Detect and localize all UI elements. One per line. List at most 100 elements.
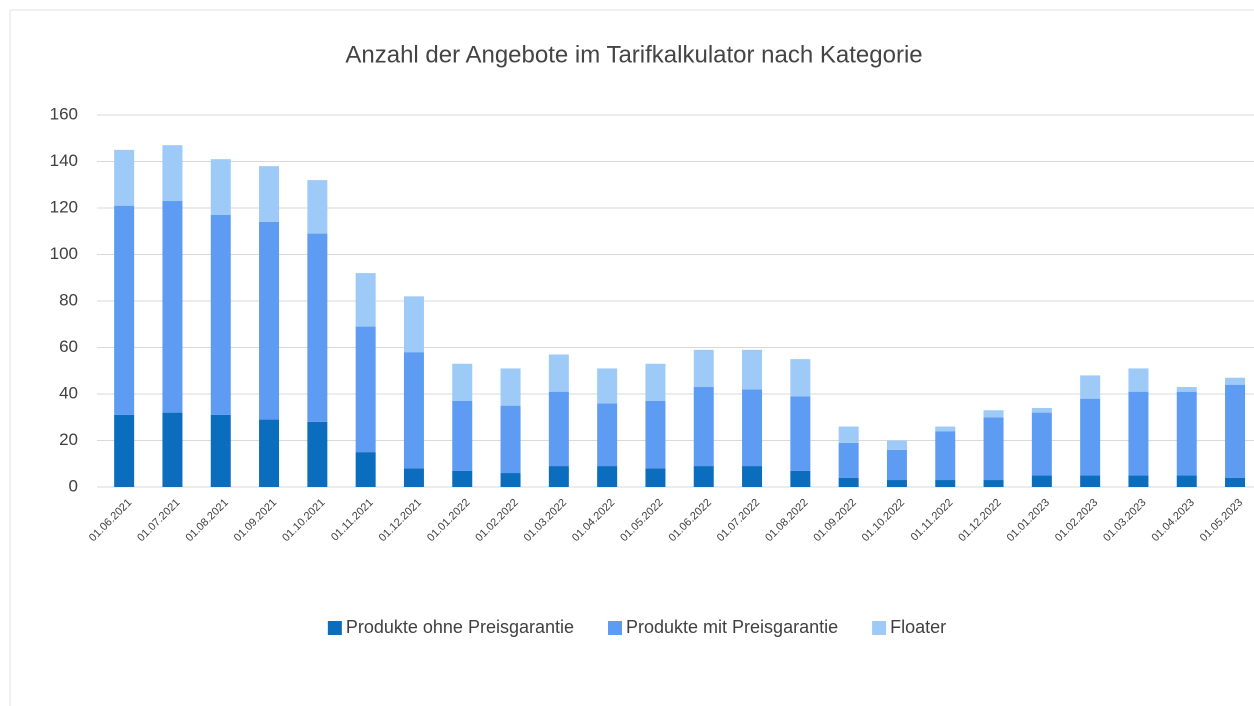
bar-segment (403, 296, 424, 353)
bar-segment (790, 359, 811, 397)
x-tick-label: 01.08.2021 (184, 497, 231, 544)
x-tick-label: 01.06.2021 (87, 497, 134, 544)
bar-segment (742, 389, 763, 467)
bar-segment (1128, 391, 1149, 476)
x-tick-label: 01.05.2023 (1198, 497, 1245, 544)
bar-segment (935, 426, 956, 432)
bar-segment (742, 466, 763, 487)
bar-segment (259, 221, 280, 420)
legend-swatch (608, 621, 623, 635)
y-tick-label: 80 (59, 290, 78, 309)
legend-label: Floater (890, 617, 946, 637)
bar-segment (114, 149, 135, 206)
x-tick-label: 01.03.2023 (1101, 497, 1148, 544)
bar-segment (1128, 475, 1149, 487)
x-tick-label: 01.12.2021 (377, 497, 424, 544)
bar-segment (548, 354, 569, 392)
x-tick-label: 01.02.2023 (1053, 497, 1100, 544)
bar-segment (645, 400, 666, 469)
x-tick-label: 01.09.2022 (811, 497, 858, 544)
bar-segment (307, 421, 328, 487)
bar-segment (500, 473, 521, 487)
legend: Produkte ohne Preisgarantie Produkte mit … (327, 617, 946, 637)
bar-segment (1225, 377, 1246, 385)
bar-segment (548, 391, 569, 467)
bar-segment (452, 400, 473, 471)
bar-segment (403, 468, 424, 487)
bar-segment (693, 387, 714, 467)
x-tick-label: 01.05.2022 (618, 497, 665, 544)
bar-segment (1080, 475, 1101, 487)
bar-segment (838, 477, 859, 487)
x-tick-label: 01.06.2022 (667, 497, 714, 544)
bar-segment (307, 233, 328, 422)
bar-segment (1031, 475, 1052, 487)
bar-segment (210, 214, 231, 415)
bar-segment (1176, 475, 1197, 487)
bar-segment (886, 449, 907, 481)
bar-segment (259, 419, 280, 487)
x-tick-label: 01.04.2023 (1150, 497, 1197, 544)
y-tick-label: 160 (50, 104, 78, 123)
bar-segment (838, 442, 859, 478)
bar-segment (645, 363, 666, 401)
bar-segment (1080, 375, 1101, 399)
bar-segment (1080, 398, 1101, 476)
bar-segment (886, 440, 907, 450)
bar-segment (886, 480, 907, 487)
bar-segment (983, 410, 1004, 418)
y-tick-label: 20 (59, 430, 78, 449)
bar-segment (210, 414, 231, 487)
bar-segment (645, 468, 666, 487)
bar-segment (210, 159, 231, 215)
y-tick-label: 120 (50, 197, 78, 216)
bar-segment (1225, 477, 1246, 487)
x-tick-label: 01.01.2022 (425, 497, 472, 544)
bar-segment (452, 470, 473, 487)
bar-segment (452, 363, 473, 401)
bar-segment (693, 466, 714, 487)
bar-segment (1031, 407, 1052, 413)
y-tick-label: 0 (69, 476, 78, 495)
bar-segment (597, 403, 618, 467)
bar-segment (1225, 384, 1246, 478)
bar-segment (114, 414, 135, 487)
bar-segment (790, 396, 811, 471)
bar-segment (162, 145, 183, 202)
bar-segment (597, 466, 618, 487)
x-tick-label: 01.08.2022 (763, 497, 810, 544)
legend-label: Produkte ohne Preisgarantie (346, 617, 574, 637)
bar-segment (935, 431, 956, 481)
chart-title: Anzahl der Angebote im Tarifkalkulator n… (345, 41, 922, 68)
bar-segment (983, 417, 1004, 481)
x-tick-label: 01.02.2022 (473, 497, 520, 544)
bar-segment (1031, 412, 1052, 476)
bar-segment (355, 326, 376, 453)
bar-segment (790, 470, 811, 487)
bar-segment (162, 201, 183, 413)
legend-label: Produkte mit Preisgarantie (626, 617, 838, 637)
x-tick-label: 01.07.2021 (135, 497, 182, 544)
y-tick-label: 140 (50, 151, 78, 170)
x-tick-label: 01.11.2022 (909, 497, 956, 544)
bar-segment (162, 412, 183, 487)
bar-segment (1176, 391, 1197, 476)
y-tick-label: 40 (59, 383, 78, 402)
bar-segment (983, 480, 1004, 487)
bar-segment (693, 349, 714, 388)
legend-swatch (872, 621, 887, 635)
x-tick-label: 01.10.2022 (860, 497, 907, 544)
bar-segment (548, 466, 569, 487)
bar-segment (114, 205, 135, 415)
bar-segment (742, 349, 763, 390)
bar-segment (1176, 387, 1197, 392)
x-tick-label: 01.12.2022 (956, 497, 1003, 544)
y-tick-label: 100 (50, 244, 78, 263)
x-tick-label: 01.04.2022 (570, 497, 617, 544)
bar-segment (500, 368, 521, 406)
bar-segment (838, 426, 859, 443)
x-tick-label: 01.09.2021 (232, 497, 279, 544)
x-tick-label: 01.11.2021 (329, 497, 376, 544)
bar-segment (307, 180, 328, 234)
